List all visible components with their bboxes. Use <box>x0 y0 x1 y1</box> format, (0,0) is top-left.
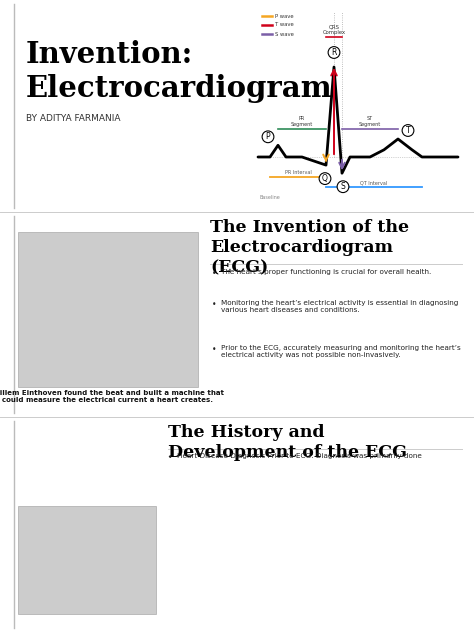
Text: S wave: S wave <box>275 32 294 37</box>
Text: P wave: P wave <box>275 13 293 18</box>
Text: T wave: T wave <box>275 23 294 28</box>
Bar <box>18 232 198 387</box>
Text: PR Interval: PR Interval <box>284 171 311 176</box>
Text: •: • <box>168 453 173 462</box>
Text: Invention:: Invention: <box>26 40 193 69</box>
Text: QT Interval: QT Interval <box>360 181 388 186</box>
Text: The Invention of the: The Invention of the <box>210 219 409 236</box>
Text: (ECG): (ECG) <box>210 259 268 276</box>
Text: Electrocardiogram: Electrocardiogram <box>26 74 333 103</box>
Text: Q: Q <box>322 174 328 183</box>
Text: Development of the ECG: Development of the ECG <box>168 444 407 461</box>
Text: PR
Segment: PR Segment <box>291 116 313 127</box>
Text: BY ADITYA FARMANIA: BY ADITYA FARMANIA <box>26 114 120 123</box>
Text: Heart Disease Diagnosis Prior to ECG: Diagnosis was primarily done: Heart Disease Diagnosis Prior to ECG: Di… <box>177 453 422 459</box>
Bar <box>18 506 156 614</box>
Text: •: • <box>212 345 217 354</box>
Text: S: S <box>341 182 346 191</box>
Text: Electrocardiogram: Electrocardiogram <box>210 239 393 256</box>
Text: P: P <box>266 132 270 142</box>
Text: Prior to the ECG, accurately measuring and monitoring the heart’s electrical act: Prior to the ECG, accurately measuring a… <box>221 345 461 358</box>
Text: The heart’s proper functioning is crucial for overall health.: The heart’s proper functioning is crucia… <box>221 269 431 275</box>
Text: •: • <box>212 269 217 278</box>
Text: •: • <box>212 300 217 309</box>
Text: QRS
Complex: QRS Complex <box>322 24 346 35</box>
Text: T: T <box>406 126 410 135</box>
Text: Monitoring the heart’s electrical activity is essential in diagnosing various he: Monitoring the heart’s electrical activi… <box>221 300 458 313</box>
Text: ST
Segment: ST Segment <box>359 116 381 127</box>
Text: Baseline: Baseline <box>260 195 281 200</box>
Text: R: R <box>331 48 337 57</box>
Text: The History and: The History and <box>168 424 325 441</box>
Text: Willem Einthoven found the beat and built a machine that
could measure the elect: Willem Einthoven found the beat and buil… <box>0 390 224 403</box>
